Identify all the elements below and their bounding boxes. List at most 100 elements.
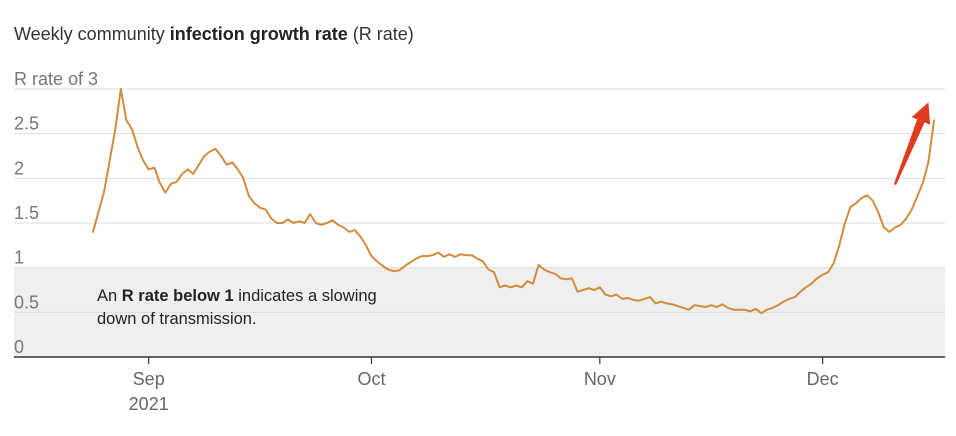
data-point <box>426 255 428 257</box>
data-point <box>872 199 874 201</box>
data-point <box>153 166 155 168</box>
data-point <box>309 213 311 215</box>
data-point <box>604 293 606 295</box>
data-point <box>131 128 133 130</box>
data-point <box>331 219 333 221</box>
x-tick-label: Sep <box>133 369 165 389</box>
data-point <box>571 277 573 279</box>
data-point <box>788 298 790 300</box>
data-point <box>810 283 812 285</box>
data-point <box>704 306 706 308</box>
data-point <box>471 254 473 256</box>
data-point <box>393 270 395 272</box>
data-point <box>643 298 645 300</box>
data-point <box>526 280 528 282</box>
chart-title-bold: infection growth rate <box>169 24 348 44</box>
data-point <box>231 161 233 163</box>
data-point <box>253 202 255 204</box>
data-point <box>682 307 684 309</box>
data-point <box>610 295 612 297</box>
data-point <box>816 277 818 279</box>
data-point <box>593 289 595 291</box>
x-tick-label: Dec <box>807 369 839 389</box>
data-point <box>510 286 512 288</box>
data-point <box>354 229 356 231</box>
data-point <box>894 226 896 228</box>
gridlines <box>14 88 945 313</box>
data-point <box>922 182 924 184</box>
x-tick-label: Nov <box>584 369 616 389</box>
y-tick-label: 1 <box>14 248 24 268</box>
data-point <box>287 218 289 220</box>
y-tick-label: 0.5 <box>14 292 39 312</box>
data-point <box>381 265 383 267</box>
data-point <box>688 308 690 310</box>
data-point <box>504 284 506 286</box>
data-point <box>214 148 216 150</box>
data-point <box>276 222 278 224</box>
data-point <box>465 254 467 256</box>
data-point <box>337 224 339 226</box>
data-point <box>615 293 617 295</box>
data-point <box>348 231 350 233</box>
data-point <box>749 310 751 312</box>
y-axis-tick-labels: 0 0.5 1 1.5 2 2.5 R rate of 3 <box>14 69 98 357</box>
data-point <box>493 271 495 273</box>
data-point <box>632 299 634 301</box>
data-point <box>342 226 344 228</box>
data-point <box>866 194 868 196</box>
y-tick-label: R rate of 3 <box>14 69 98 89</box>
data-point <box>782 300 784 302</box>
data-point <box>599 286 601 288</box>
data-point <box>248 195 250 197</box>
data-point <box>755 308 757 310</box>
data-point <box>649 296 651 298</box>
chart-title-suffix: (R rate) <box>347 24 414 44</box>
data-point <box>387 268 389 270</box>
data-point <box>699 305 701 307</box>
annotation-line-2: down of transmission. <box>97 310 257 328</box>
data-point <box>905 217 907 219</box>
arrow-head <box>911 102 931 125</box>
data-point <box>365 244 367 246</box>
data-point <box>777 304 779 306</box>
chart-title: Weekly community infection growth rate (… <box>14 24 414 45</box>
data-point <box>805 286 807 288</box>
data-point <box>220 155 222 157</box>
data-point <box>582 289 584 291</box>
trend-arrow-icon <box>893 102 931 186</box>
data-point <box>565 278 567 280</box>
data-point <box>933 119 935 121</box>
data-point <box>432 254 434 256</box>
data-point <box>398 269 400 271</box>
data-point <box>292 222 294 224</box>
data-point <box>159 182 161 184</box>
data-point <box>303 222 305 224</box>
data-point <box>498 286 500 288</box>
data-point <box>147 168 149 170</box>
data-point <box>409 261 411 263</box>
data-point <box>794 296 796 298</box>
data-point <box>587 287 589 289</box>
data-point <box>721 303 723 305</box>
data-point <box>437 251 439 253</box>
data-point <box>654 302 656 304</box>
data-point <box>671 303 673 305</box>
x-tick-year-label: 2021 <box>129 394 169 414</box>
data-point <box>376 260 378 262</box>
data-point <box>443 256 445 258</box>
data-point <box>454 256 456 258</box>
y-tick-label: 0 <box>14 337 24 357</box>
data-point <box>326 222 328 224</box>
data-point <box>927 161 929 163</box>
data-point <box>621 298 623 300</box>
data-point <box>710 304 712 306</box>
data-point <box>855 202 857 204</box>
data-point <box>103 191 105 193</box>
data-point <box>888 231 890 233</box>
data-point <box>838 244 840 246</box>
data-point <box>821 274 823 276</box>
data-point <box>114 128 116 130</box>
data-point <box>537 264 539 266</box>
